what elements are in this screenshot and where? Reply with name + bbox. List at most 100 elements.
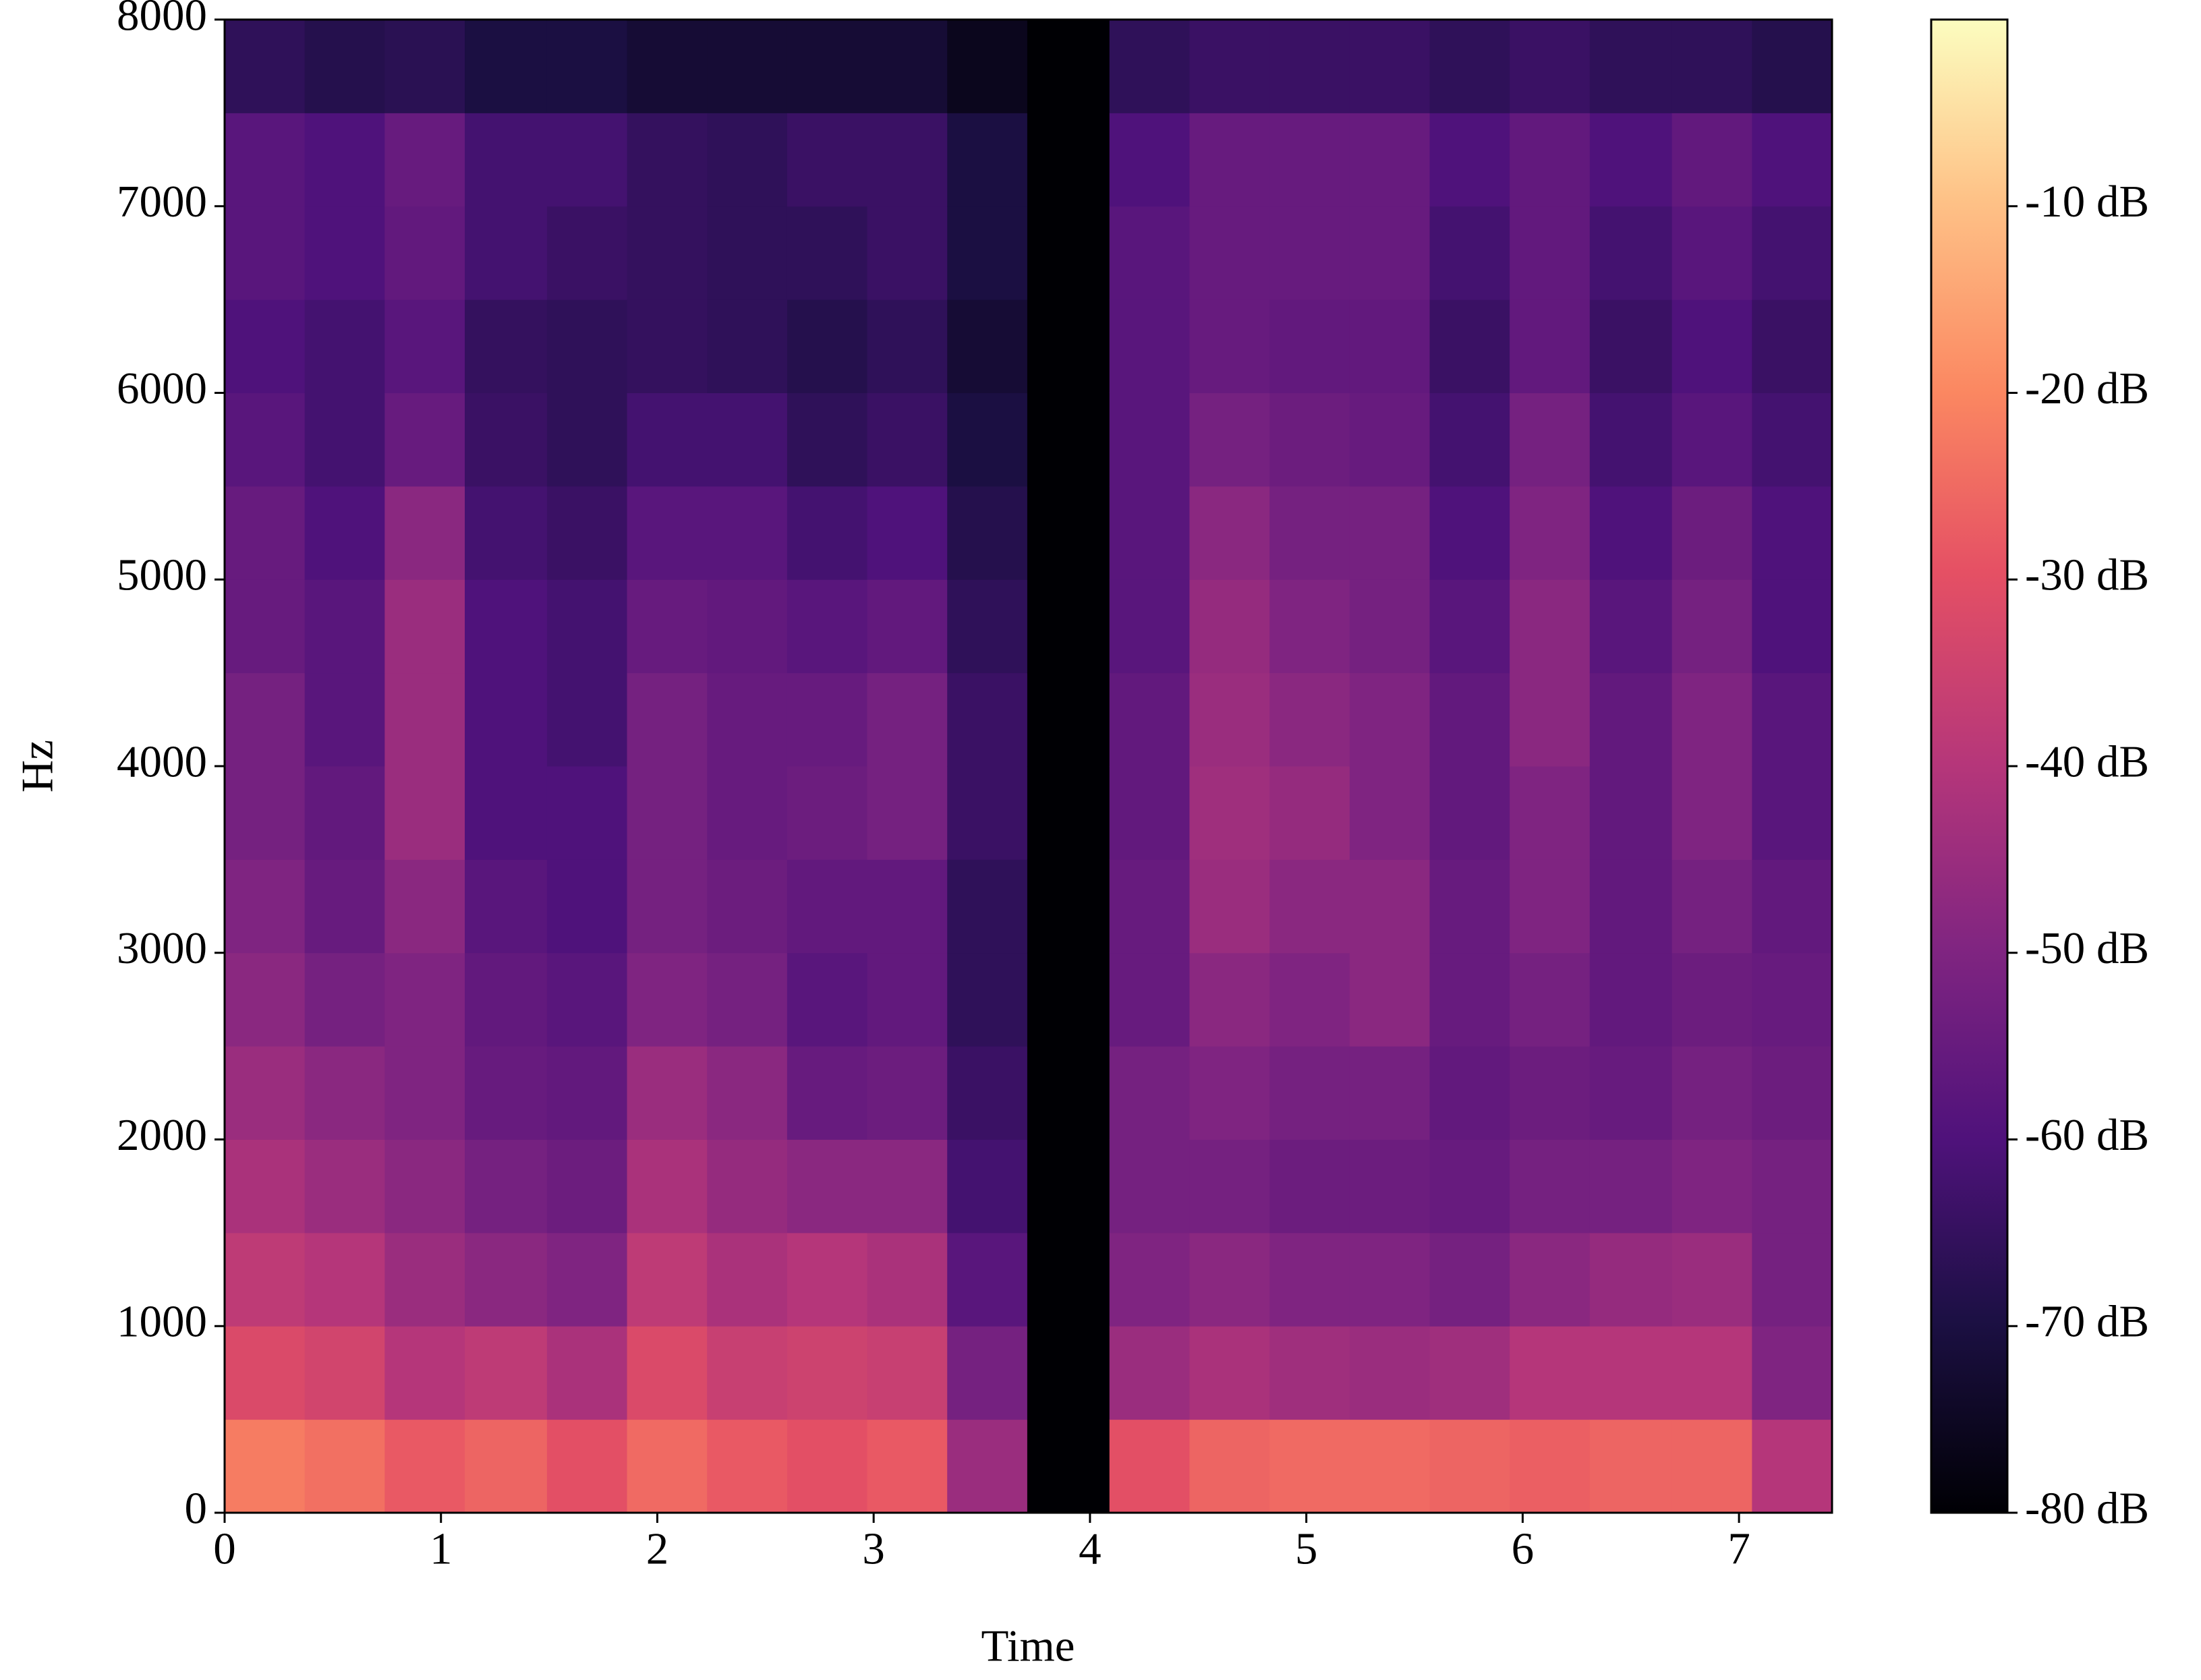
heat-cell xyxy=(1027,1232,1110,1327)
heat-cell xyxy=(546,859,628,954)
heat-cell xyxy=(787,952,868,1047)
heat-cell xyxy=(304,113,385,207)
y-tick-label: 7000 xyxy=(117,177,207,227)
heat-cell xyxy=(465,486,548,580)
heat-cell xyxy=(627,1419,708,1513)
heat-cell xyxy=(1589,766,1673,860)
heat-cell xyxy=(546,1419,628,1513)
heat-cell xyxy=(1027,486,1110,580)
heat-cell xyxy=(546,486,628,580)
y-tick-label: 1000 xyxy=(117,1297,207,1347)
heat-cell xyxy=(304,672,385,767)
heat-cell xyxy=(1589,299,1673,393)
heat-cell xyxy=(1349,1326,1430,1420)
heat-cell xyxy=(225,952,306,1047)
heat-cell xyxy=(1189,1139,1270,1234)
heat-cell xyxy=(1189,1232,1270,1327)
heat-cell xyxy=(384,1419,465,1513)
heat-cell xyxy=(627,113,708,207)
heat-cell xyxy=(225,393,306,487)
heat-cell xyxy=(1027,859,1110,954)
heat-cell xyxy=(304,1139,385,1234)
heat-cell xyxy=(1269,206,1350,300)
heat-cell xyxy=(1109,393,1190,487)
heat-cell xyxy=(1349,579,1430,674)
heat-cell xyxy=(1349,486,1430,580)
heat-cell xyxy=(707,859,788,954)
heat-cell xyxy=(1510,672,1591,767)
heat-cell xyxy=(304,579,385,674)
heat-cell xyxy=(1429,299,1510,393)
heat-cell xyxy=(707,113,788,207)
heat-cell xyxy=(465,299,548,393)
heat-cell xyxy=(787,579,868,674)
heat-cell xyxy=(787,859,868,954)
heat-cell xyxy=(1269,766,1350,860)
heat-cell xyxy=(1510,1326,1591,1420)
heat-cell xyxy=(707,579,788,674)
heat-cell xyxy=(1510,952,1591,1047)
heat-cell xyxy=(1269,579,1350,674)
heat-cell xyxy=(1189,859,1270,954)
heat-cell xyxy=(304,1326,385,1420)
heat-cell xyxy=(1671,299,1752,393)
heat-cell xyxy=(1429,1139,1510,1234)
heat-cell xyxy=(707,766,788,860)
heat-cell xyxy=(225,672,306,767)
x-tick-label: 0 xyxy=(213,1524,236,1573)
heat-cell xyxy=(1510,486,1591,580)
heat-cell xyxy=(1671,20,1752,113)
heat-cell xyxy=(1671,113,1752,207)
heat-cell xyxy=(225,1139,306,1234)
heat-cell xyxy=(1349,299,1430,393)
heat-cell xyxy=(1671,859,1752,954)
heat-cell xyxy=(1671,672,1752,767)
heat-cell xyxy=(947,20,1028,113)
heat-cell xyxy=(1510,393,1591,487)
heat-cell xyxy=(465,766,548,860)
heat-cell xyxy=(627,952,708,1047)
heat-cell xyxy=(947,393,1028,487)
heat-cell xyxy=(1752,766,1833,860)
heat-cell xyxy=(384,1139,465,1234)
heat-cell xyxy=(1510,1419,1591,1513)
heat-cell xyxy=(1429,672,1510,767)
heat-cell xyxy=(1269,859,1350,954)
heat-cell xyxy=(1752,579,1833,674)
heat-cell xyxy=(1752,1046,1833,1140)
heat-cell xyxy=(627,859,708,954)
heat-cell xyxy=(1027,952,1110,1047)
heat-cell xyxy=(627,486,708,580)
x-tick-label: 6 xyxy=(1512,1524,1535,1573)
heat-cell xyxy=(225,1046,306,1140)
heat-cell xyxy=(1189,299,1270,393)
heat-cell xyxy=(867,952,948,1047)
heat-cell xyxy=(707,206,788,300)
heat-cell xyxy=(1027,206,1110,300)
heat-cell xyxy=(1589,1046,1673,1140)
x-tick-label: 4 xyxy=(1079,1524,1102,1573)
heat-cell xyxy=(867,859,948,954)
heat-cell xyxy=(1510,1139,1591,1234)
heat-cell xyxy=(384,1232,465,1327)
colorbar-tick-label: -10 dB xyxy=(2025,177,2149,227)
heat-cell xyxy=(465,20,548,113)
y-tick-label: 2000 xyxy=(117,1110,207,1160)
heat-cell xyxy=(304,393,385,487)
heat-cell xyxy=(1189,1419,1270,1513)
heat-cell xyxy=(707,299,788,393)
heat-cell xyxy=(1752,393,1833,487)
heat-cell xyxy=(1189,1326,1270,1420)
heat-cell xyxy=(1671,206,1752,300)
heat-cell xyxy=(1429,393,1510,487)
heat-cell xyxy=(1349,952,1430,1047)
heat-cell xyxy=(627,299,708,393)
heat-cell xyxy=(384,579,465,674)
heat-cell xyxy=(707,672,788,767)
heat-cell xyxy=(1349,393,1430,487)
heat-cell xyxy=(1671,1232,1752,1327)
heat-cell xyxy=(1027,1326,1110,1420)
heat-cell xyxy=(787,1232,868,1327)
heat-cell xyxy=(304,1232,385,1327)
